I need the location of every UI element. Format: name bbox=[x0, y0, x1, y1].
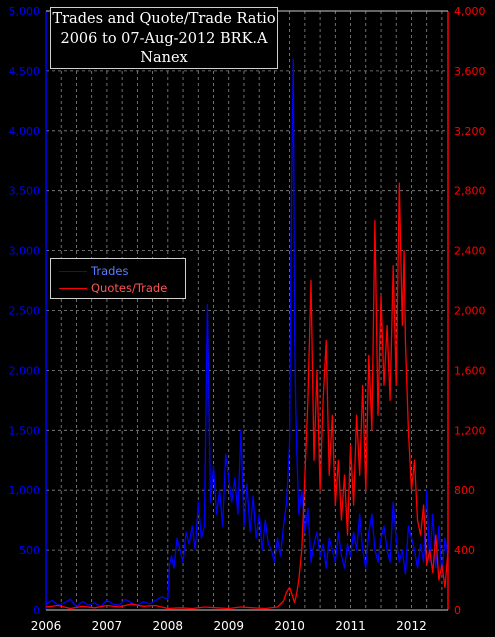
y-left-tick-label: 3,000 bbox=[9, 245, 41, 258]
legend-item-trades: Trades bbox=[59, 264, 128, 278]
x-tick-label: 2007 bbox=[92, 619, 123, 633]
title-line-1: Trades and Quote/Trade Ratio bbox=[52, 11, 276, 27]
legend-swatch-trades bbox=[59, 270, 87, 272]
y-left-tick-label: 5,000 bbox=[9, 5, 41, 18]
x-tick-label: 2009 bbox=[213, 619, 244, 633]
y-left-tick-label: 3,500 bbox=[9, 185, 41, 198]
legend-label-quotes-trade: Quotes/Trade bbox=[91, 281, 168, 295]
legend-item-quotes-trade: Quotes/Trade bbox=[59, 281, 167, 295]
x-tick-label: 2010 bbox=[274, 619, 305, 633]
series-line-trades bbox=[45, 58, 449, 608]
x-tick-label: 2008 bbox=[153, 619, 184, 633]
series-line-quotes-trade bbox=[45, 182, 449, 610]
y-left-tick-label: 4,000 bbox=[9, 125, 41, 138]
chart-title: Trades and Quote/Trade Ratio 2006 to 07-… bbox=[50, 7, 278, 69]
y-right-tick-label: 1,600 bbox=[454, 364, 486, 377]
title-line-3: Nanex bbox=[140, 50, 188, 66]
y-right-tick-label: 1,200 bbox=[454, 424, 486, 437]
x-tick-label: 2012 bbox=[396, 619, 427, 633]
legend-label-trades: Trades bbox=[91, 264, 129, 278]
series-layer bbox=[45, 58, 449, 610]
y-left-tick-label: 4,500 bbox=[9, 65, 41, 78]
y-right-tick-label: 2,400 bbox=[454, 245, 486, 258]
y-right-tick-label: 4,000 bbox=[454, 5, 486, 18]
y-right-tick-label: 2,800 bbox=[454, 185, 486, 198]
y-right-tick-label: 400 bbox=[454, 544, 475, 557]
y-left-tick-label: 1,500 bbox=[9, 424, 41, 437]
y-right-tick-label: 2,000 bbox=[454, 305, 486, 318]
y-left-tick-label: 1,000 bbox=[9, 484, 41, 497]
y-right-tick-label: 800 bbox=[454, 484, 475, 497]
y-left-tick-label: 2,500 bbox=[9, 305, 41, 318]
tick-labels: 0 500 1,000 1,500 2,000 2,500 3,000 3,500 4,000 4… bbox=[9, 5, 486, 633]
y-right-tick-label: 3,200 bbox=[454, 125, 486, 138]
x-tick-label: 2011 bbox=[335, 619, 366, 633]
y-left-tick-label: 0 bbox=[33, 604, 40, 617]
y-left-tick-label: 2,000 bbox=[9, 364, 41, 377]
legend-swatch-quotes-trade bbox=[59, 287, 87, 289]
legend: Trades Quotes/Trade bbox=[50, 258, 186, 299]
y-left-tick-label: 500 bbox=[19, 544, 40, 557]
y-right-tick-label: 3,600 bbox=[454, 65, 486, 78]
y-right-tick-label: 0 bbox=[454, 604, 461, 617]
title-line-2: 2006 to 07-Aug-2012 BRK.A bbox=[60, 30, 268, 47]
x-tick-label: 2006 bbox=[31, 619, 62, 633]
grid bbox=[45, 10, 448, 611]
